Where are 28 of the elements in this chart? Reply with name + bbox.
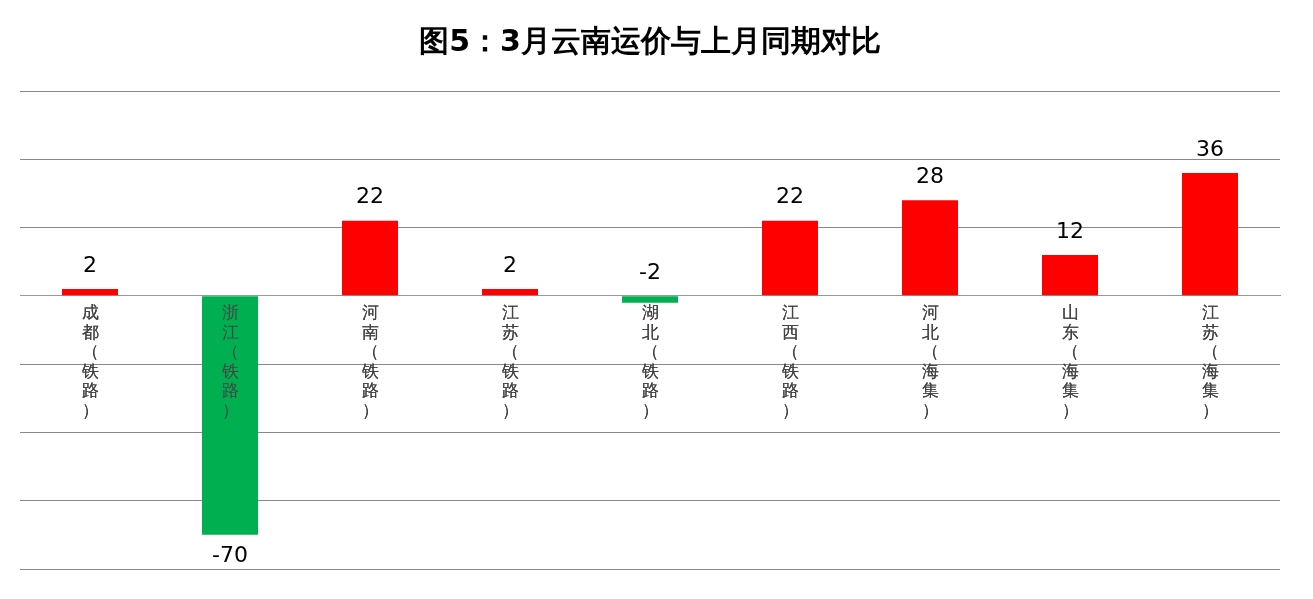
chart-title: 图5：3月云南运价与上月同期对比: [419, 22, 881, 58]
data-label: 22: [356, 183, 384, 209]
data-label: 2: [503, 251, 517, 277]
data-label: -2: [639, 258, 661, 284]
x-tick-label: 湖北（铁路）: [640, 302, 659, 420]
bar: [342, 220, 398, 296]
data-label: 2: [83, 251, 97, 277]
x-tick-label: 江西（铁路）: [780, 302, 799, 420]
data-label: 22: [776, 183, 804, 209]
x-tick-label: 山东（海集）: [1061, 302, 1079, 420]
x-tick-label: 成都（铁路）: [80, 302, 99, 420]
data-label: 12: [1056, 217, 1084, 243]
bar: [202, 296, 258, 535]
data-label: -70: [212, 541, 248, 567]
bar: [762, 220, 818, 296]
x-tick-label: 浙江（铁路）: [220, 302, 239, 420]
bar: [62, 289, 118, 296]
bar: [622, 296, 678, 303]
x-tick-label: 河南（铁路）: [360, 302, 379, 420]
bar: [1182, 172, 1238, 296]
x-tick-label: 江苏（海集）: [1201, 302, 1219, 420]
x-tick-label: 江苏（铁路）: [500, 302, 519, 420]
data-label: 36: [1196, 135, 1224, 161]
bar: [1042, 254, 1098, 296]
bar: [902, 200, 958, 296]
x-tick-label: 河北（海集）: [921, 302, 939, 420]
bar: [482, 289, 538, 296]
data-label: 28: [916, 162, 944, 188]
